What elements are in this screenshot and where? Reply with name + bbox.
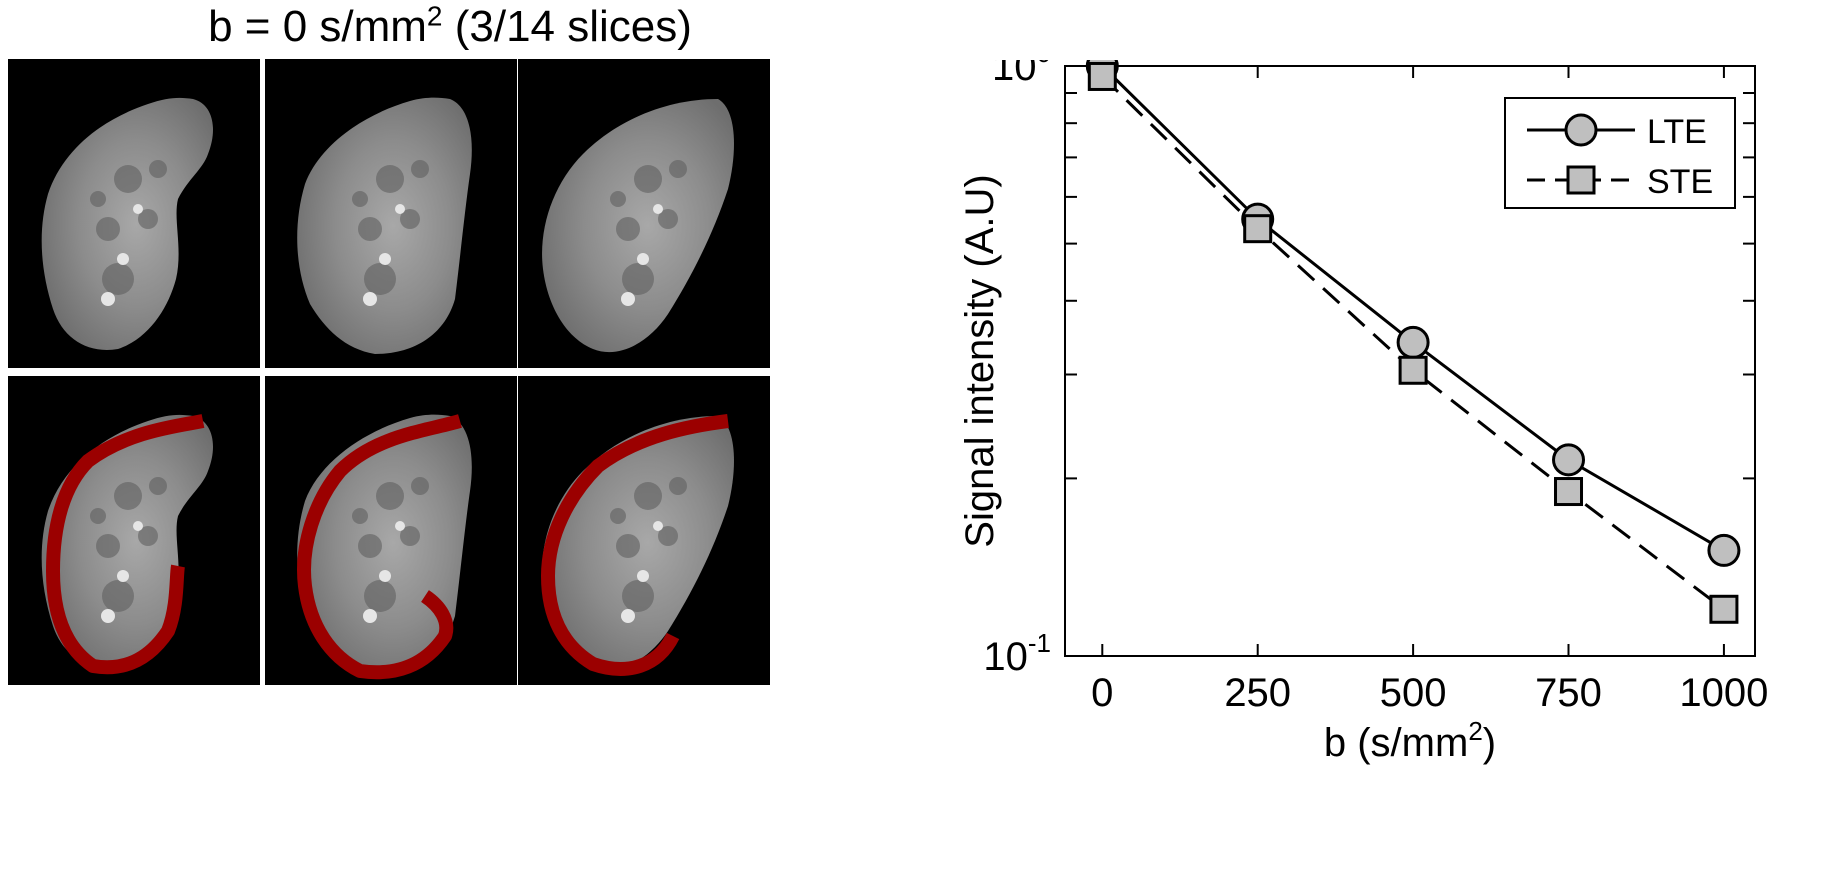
legend-marker-lte: [1564, 113, 1598, 147]
legend-label-ste: STE: [1647, 163, 1713, 201]
data-point-ste: [1398, 355, 1428, 385]
legend-box: [1504, 97, 1736, 209]
kidney-slice-image: [8, 59, 260, 368]
x-axis-label: b (s/mm2): [1324, 716, 1496, 765]
cortex-segmentation-overlay: [541, 414, 729, 676]
figure-title-superscript: 2: [426, 0, 443, 32]
x-axis-label-end: ): [1483, 721, 1496, 765]
figure-title-suffix: (3/14 slices): [442, 2, 692, 51]
x-tick-label: 500: [1380, 671, 1447, 715]
plot-area-frame: [1064, 65, 1756, 657]
y-tick-base: 10: [983, 635, 1028, 679]
figure-title-text: b = 0 s/mm: [208, 2, 427, 51]
data-point-ste: [1243, 214, 1273, 244]
y-axis-label: Signal intensity (A.U): [958, 174, 1002, 547]
x-axis-label-main: b (s/mm: [1324, 721, 1468, 765]
y-tick-base: 10: [992, 60, 1037, 89]
y-tick-exponent: 0: [1037, 60, 1051, 68]
kidney-slice-image: [518, 59, 770, 368]
y-tick-label: 100: [992, 60, 1051, 89]
x-tick-label: 0: [1091, 671, 1113, 715]
kidney-shape: [41, 97, 214, 350]
kidney-slice-segmented-image: [265, 376, 517, 685]
x-tick-label: 1000: [1679, 671, 1768, 715]
data-point-ste: [1709, 594, 1739, 624]
x-tick-label: 750: [1535, 671, 1602, 715]
legend-marker-ste: [1566, 165, 1596, 195]
kidney-slice-segmented-image: [518, 376, 770, 685]
cortex-segmentation-overlay: [297, 414, 462, 680]
y-tick-label: 10-1: [983, 628, 1051, 679]
x-tick-label: 250: [1224, 671, 1291, 715]
figure-title: b = 0 s/mm2 (3/14 slices): [0, 2, 900, 52]
kidney-slice-image: [265, 59, 517, 368]
x-axis-label-sup: 2: [1468, 716, 1482, 746]
data-point-ste: [1087, 61, 1117, 91]
cortex-segmentation-overlay: [46, 414, 205, 675]
data-point-lte: [1552, 443, 1586, 477]
legend-label-lte: LTE: [1647, 113, 1707, 151]
kidney-shape: [297, 97, 472, 355]
data-point-lte: [1396, 325, 1430, 359]
data-point-lte: [1707, 533, 1741, 567]
kidney-slice-segmented-image: [8, 376, 260, 685]
y-tick-exponent: -1: [1028, 628, 1051, 658]
data-point-ste: [1554, 477, 1584, 507]
